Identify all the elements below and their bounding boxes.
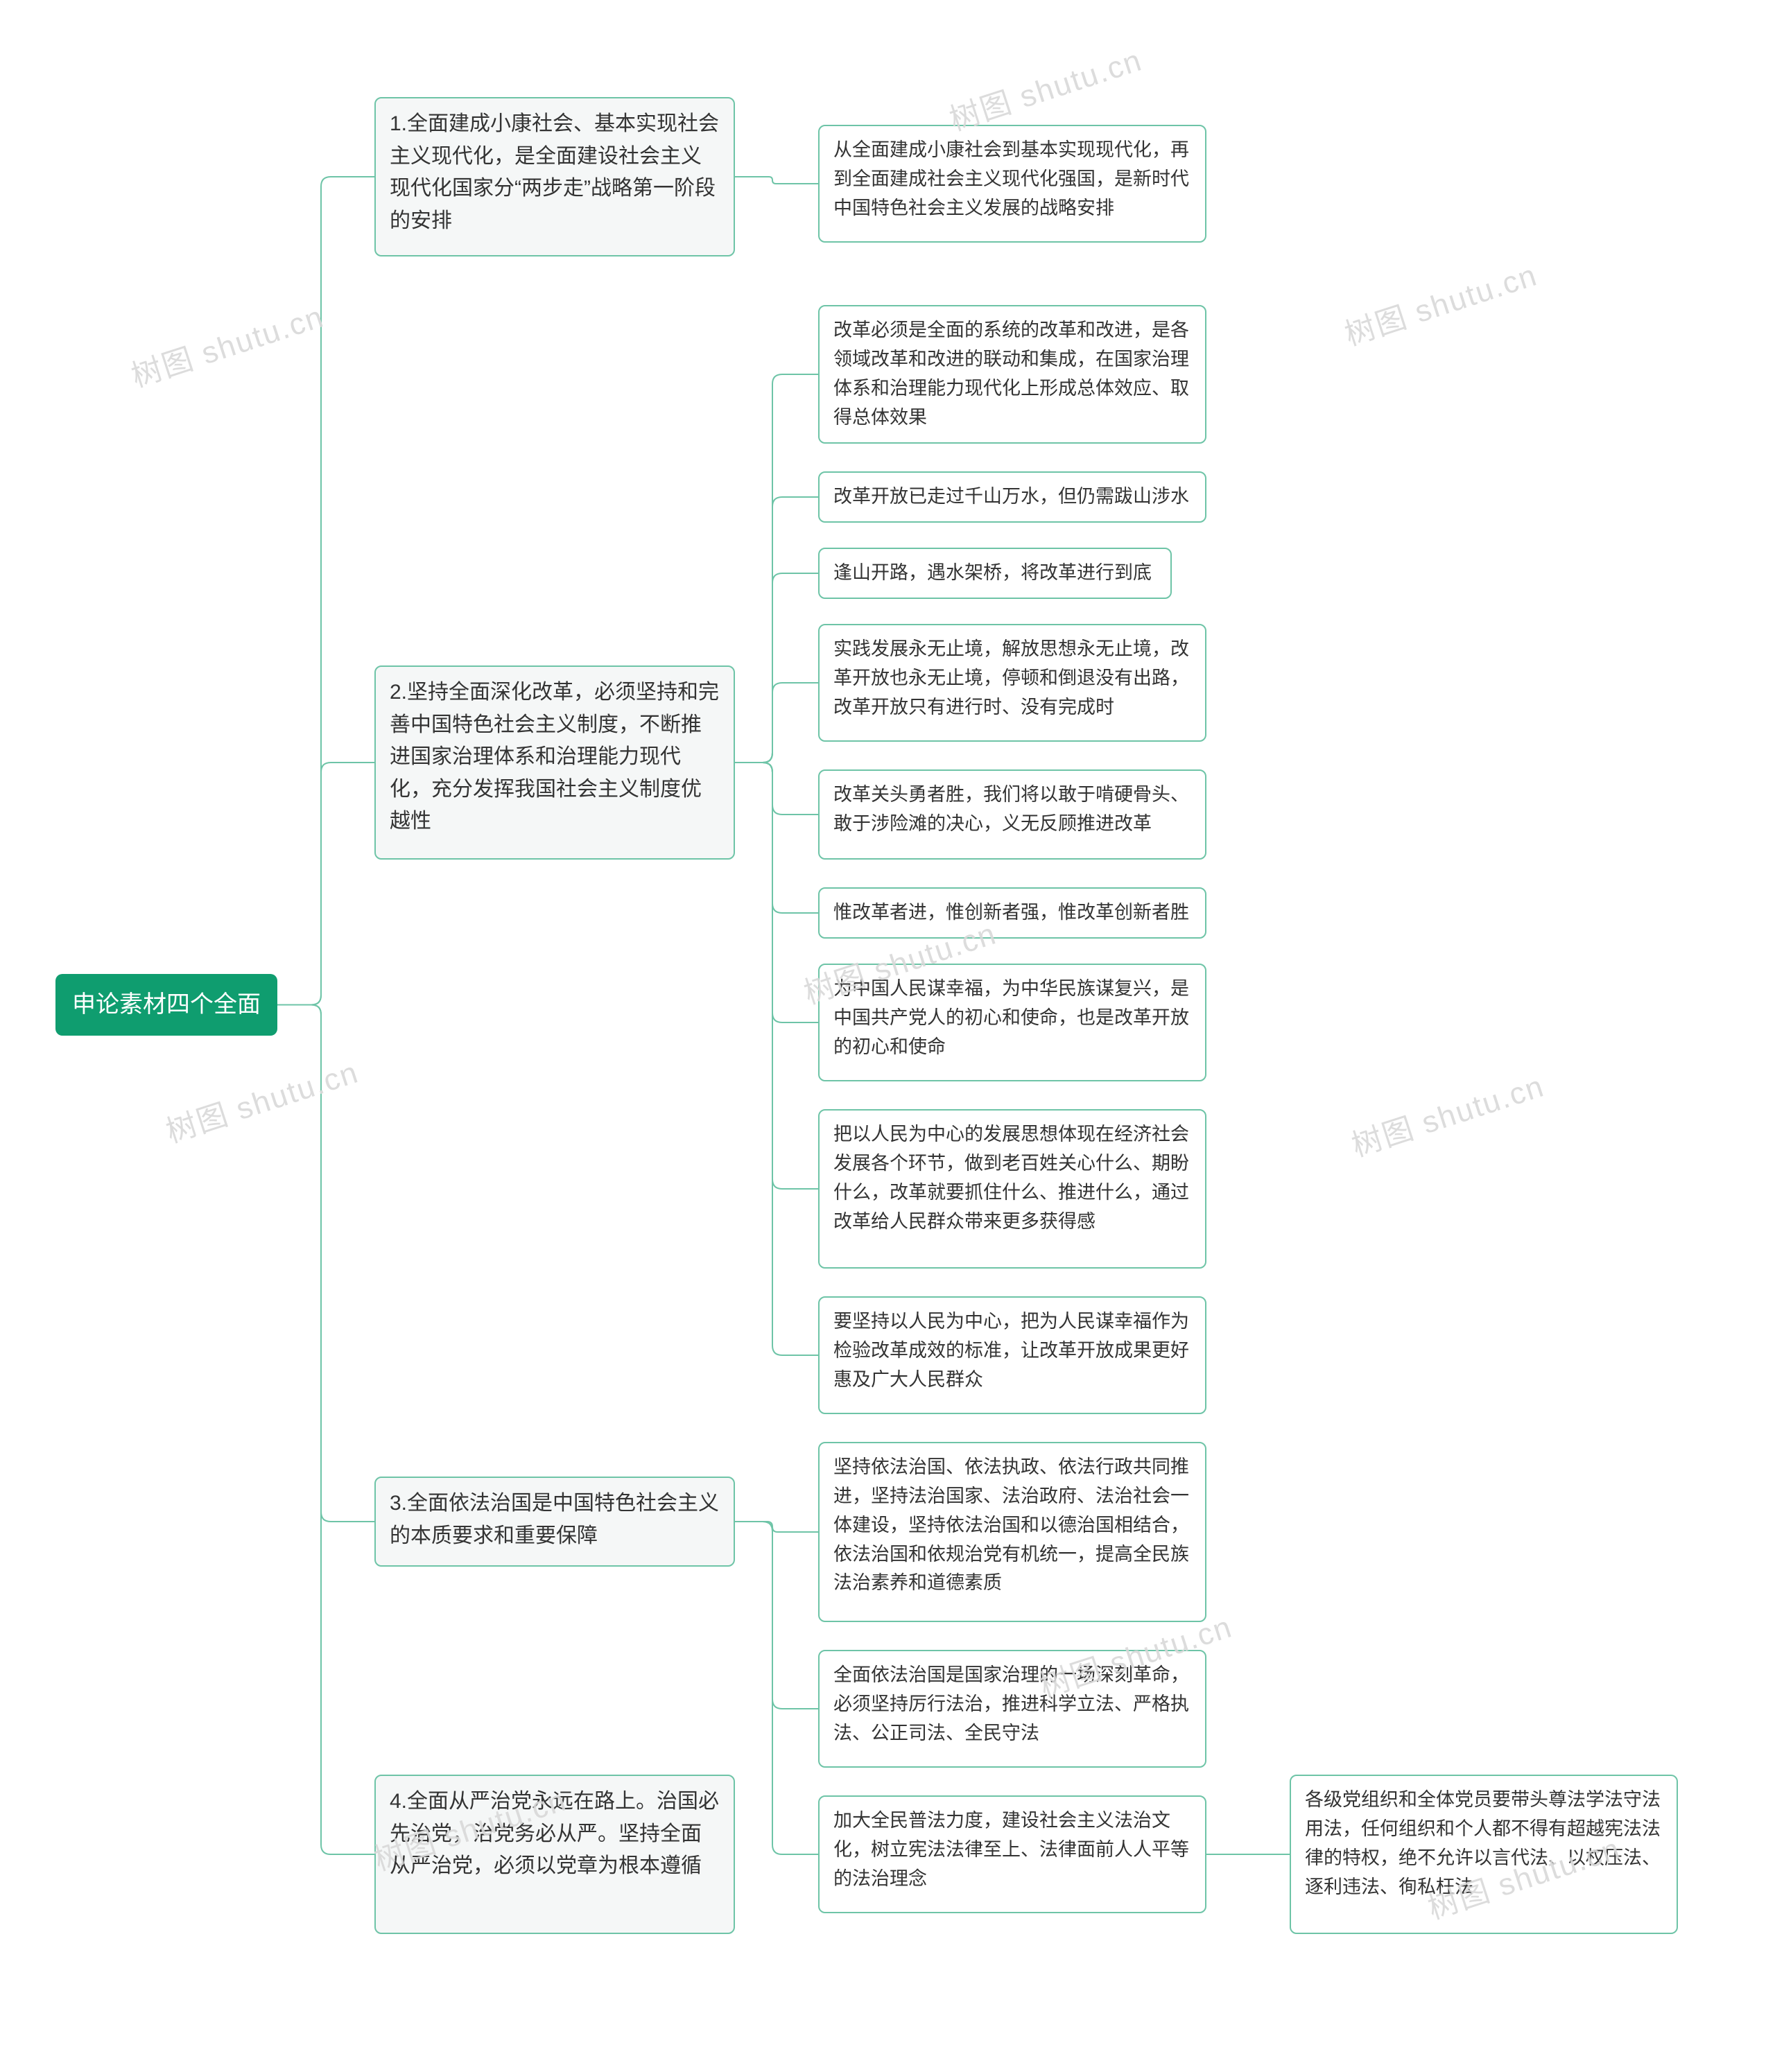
- edge-b3-c3_2: [735, 1522, 818, 1709]
- edge-b3-c3_1: [735, 1522, 818, 1532]
- edge-root-b3: [277, 1005, 374, 1522]
- node-c3_1: 坚持依法治国、依法执政、依法行政共同推进，坚持法治国家、法治政府、法治社会一体建…: [818, 1442, 1206, 1622]
- node-b4: 4.全面从严治党永远在路上。治国必先治党，治党务必从严。坚持全面从严治党，必须以…: [374, 1775, 735, 1934]
- edge-b2-c2_8: [735, 763, 818, 1189]
- watermark: 树图 shutu.cn: [943, 35, 1147, 139]
- edge-b2-c2_7: [735, 763, 818, 1022]
- node-c2_2: 改革开放已走过千山万水，但仍需跋山涉水: [818, 471, 1206, 523]
- node-c2_3: 逢山开路，遇水架桥，将改革进行到底: [818, 548, 1172, 599]
- edge-b2-c2_2: [735, 497, 818, 763]
- node-root: 申论素材四个全面: [55, 974, 277, 1036]
- watermark: 树图 shutu.cn: [125, 292, 329, 396]
- node-d3_3_1: 各级党组织和全体党员要带头尊法学法守法用法，任何组织和个人都不得有超越宪法法律的…: [1290, 1775, 1678, 1934]
- watermark: 树图 shutu.cn: [159, 1047, 363, 1151]
- node-c2_8: 把以人民为中心的发展思想体现在经济社会发展各个环节，做到老百姓关心什么、期盼什么…: [818, 1109, 1206, 1269]
- node-c2_7: 为中国人民谋幸福，为中华民族谋复兴，是中国共产党人的初心和使命，也是改革开放的初…: [818, 964, 1206, 1081]
- edge-b1-c1_1: [735, 177, 818, 184]
- mindmap-canvas: 申论素材四个全面 1.全面建成小康社会、基本实现社会主义现代化，是全面建设社会主义…: [0, 0, 1775, 2072]
- edge-b2-c2_1: [735, 374, 818, 763]
- edge-b2-c2_5: [735, 763, 818, 815]
- node-c2_6: 惟改革者进，惟创新者强，惟改革创新者胜: [818, 887, 1206, 939]
- watermark: 树图 shutu.cn: [1345, 1061, 1549, 1165]
- node-c2_5: 改革关头勇者胜，我们将以敢于啃硬骨头、敢于涉险滩的决心，义无反顾推进改革: [818, 769, 1206, 860]
- node-c2_4: 实践发展永无止境，解放思想永无止境，改革开放也永无止境，停顿和倒退没有出路，改革…: [818, 624, 1206, 742]
- node-b1: 1.全面建成小康社会、基本实现社会主义现代化，是全面建设社会主义现代化国家分“两…: [374, 97, 735, 256]
- edge-root-b4: [277, 1005, 374, 1855]
- watermark: 树图 shutu.cn: [1338, 250, 1542, 354]
- edge-b3-c3_3: [735, 1522, 818, 1854]
- node-b3: 3.全面依法治国是中国特色社会主义的本质要求和重要保障: [374, 1477, 735, 1567]
- edge-b2-c2_4: [735, 683, 818, 763]
- edge-b2-c2_9: [735, 763, 818, 1355]
- node-b2: 2.坚持全面深化改革，必须坚持和完善中国特色社会主义制度，不断推进国家治理体系和…: [374, 665, 735, 860]
- node-c1_1: 从全面建成小康社会到基本实现现代化，再到全面建成社会主义现代化强国，是新时代中国…: [818, 125, 1206, 243]
- node-c3_2: 全面依法治国是国家治理的一场深刻革命，必须坚持厉行法治，推进科学立法、严格执法、…: [818, 1650, 1206, 1768]
- node-c2_9: 要坚持以人民为中心，把为人民谋幸福作为检验改革成效的标准，让改革开放成果更好惠及…: [818, 1296, 1206, 1414]
- node-c2_1: 改革必须是全面的系统的改革和改进，是各领域改革和改进的联动和集成，在国家治理体系…: [818, 305, 1206, 444]
- edge-root-b1: [277, 177, 374, 1005]
- edge-root-b2: [277, 763, 374, 1005]
- node-c3_3: 加大全民普法力度，建设社会主义法治文化，树立宪法法律至上、法律面前人人平等的法治…: [818, 1795, 1206, 1913]
- edge-b2-c2_6: [735, 763, 818, 913]
- edge-b2-c2_3: [735, 573, 818, 763]
